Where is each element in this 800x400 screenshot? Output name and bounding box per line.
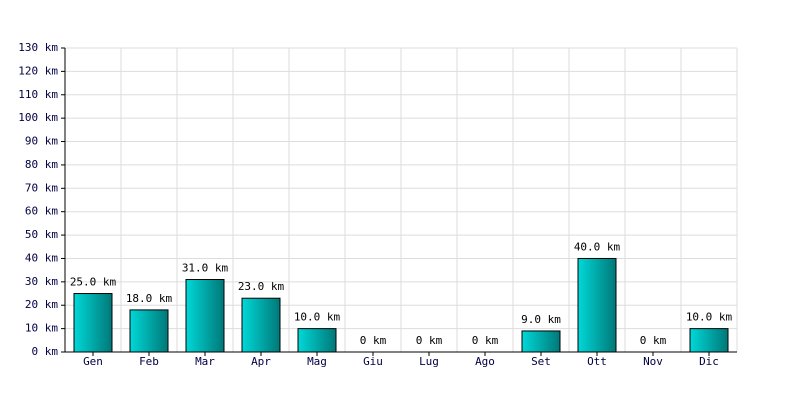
x-tick-label: Nov [643, 355, 663, 368]
value-label: 9.0 km [521, 313, 561, 326]
value-label: 18.0 km [126, 292, 173, 305]
y-tick-label: 100 km [18, 111, 58, 124]
bar [521, 330, 561, 353]
value-label: 25.0 km [70, 276, 117, 289]
bar [577, 257, 617, 353]
x-tick-label: Set [531, 355, 551, 368]
value-label: 23.0 km [238, 280, 285, 293]
y-tick-label: 120 km [18, 64, 58, 77]
y-tick-label: 20 km [25, 298, 58, 311]
x-tick-label: Dic [699, 355, 719, 368]
bar [185, 279, 225, 353]
x-tick-label: Apr [251, 355, 271, 368]
value-label: 10.0 km [294, 311, 341, 324]
x-tick-label: Mag [307, 355, 327, 368]
x-tick-label: Lug [419, 355, 439, 368]
bar [689, 328, 729, 353]
x-tick-label: Ott [587, 355, 607, 368]
value-label: 0 km [360, 334, 387, 347]
y-tick-label: 110 km [18, 88, 58, 101]
y-tick-label: 60 km [25, 205, 58, 218]
y-tick-label: 10 km [25, 322, 58, 335]
value-label: 0 km [472, 334, 499, 347]
bar [129, 309, 169, 353]
y-tick-label: 130 km [18, 41, 58, 54]
x-tick-label: Ago [475, 355, 495, 368]
bar [297, 328, 337, 353]
value-label: 0 km [416, 334, 443, 347]
x-tick-label: Feb [139, 355, 159, 368]
x-tick-label: Giu [363, 355, 383, 368]
x-tick-label: Mar [195, 355, 215, 368]
bar [241, 297, 281, 353]
y-tick-label: 90 km [25, 135, 58, 148]
value-label: 40.0 km [574, 240, 621, 253]
y-tick-label: 80 km [25, 158, 58, 171]
value-label: 31.0 km [182, 262, 229, 275]
x-tick-label: Gen [83, 355, 103, 368]
y-tick-label: 30 km [25, 275, 58, 288]
bar [73, 293, 113, 353]
value-label: 10.0 km [686, 311, 733, 324]
y-tick-label: 70 km [25, 181, 58, 194]
y-tick-label: 50 km [25, 228, 58, 241]
value-label: 0 km [640, 334, 667, 347]
y-tick-label: 40 km [25, 251, 58, 264]
y-tick-label: 0 km [32, 345, 59, 358]
